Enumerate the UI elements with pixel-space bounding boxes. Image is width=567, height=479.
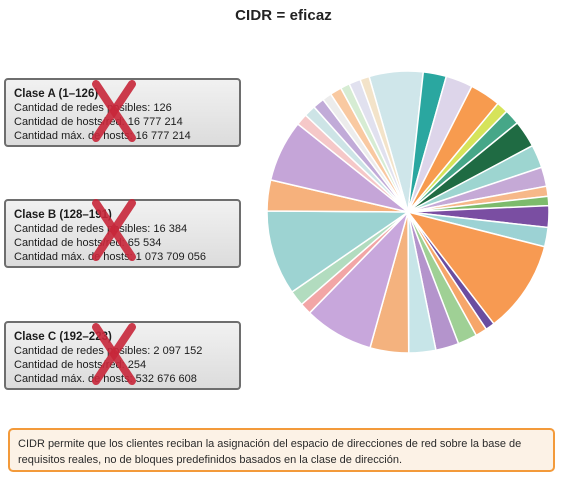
class-c-name: Clase C (192–223) [14,331,112,343]
pie-slice [359,75,409,213]
page-title: CIDR = eficaz [235,7,332,24]
class-b-name: Clase B (128–191) [14,209,112,221]
pie-slice [406,210,546,325]
class-a-name: Clase A (1–126) [14,88,99,100]
cidr-note: CIDR permite que los clientes reciban la… [8,428,555,472]
pie-slice [266,210,411,294]
